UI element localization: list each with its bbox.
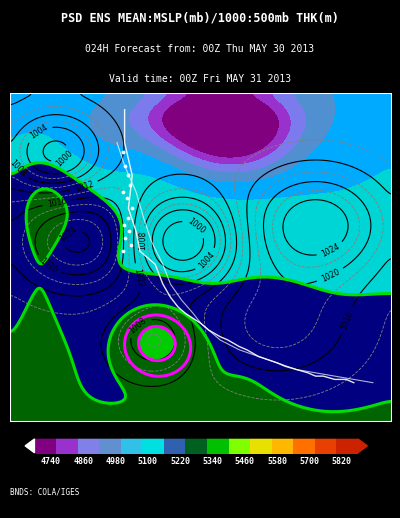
Text: 1004: 1004 <box>197 250 217 271</box>
Text: 1004: 1004 <box>28 123 49 141</box>
Point <box>127 181 134 190</box>
Point <box>121 221 127 229</box>
Text: Valid time: 00Z Fri MAY 31 2013: Valid time: 00Z Fri MAY 31 2013 <box>109 74 291 84</box>
Text: 5820: 5820 <box>332 457 352 466</box>
Text: 5220: 5220 <box>170 457 190 466</box>
Text: 5100: 5100 <box>138 457 158 466</box>
Text: 1000: 1000 <box>186 217 206 236</box>
Point <box>128 240 135 249</box>
FancyArrow shape <box>25 439 34 453</box>
Text: PSD ENS MEAN:MSLP(mb)/1000:500mb THK(m): PSD ENS MEAN:MSLP(mb)/1000:500mb THK(m) <box>61 11 339 24</box>
Bar <box>99 438 121 454</box>
Text: 1000: 1000 <box>54 149 75 168</box>
FancyArrow shape <box>358 439 367 453</box>
Bar <box>293 438 315 454</box>
Text: 1016: 1016 <box>47 196 67 209</box>
Point <box>123 194 130 203</box>
Text: 1008: 1008 <box>138 231 148 250</box>
Text: 1008: 1008 <box>7 158 27 178</box>
Bar <box>121 438 142 454</box>
Text: 1024: 1024 <box>58 224 79 243</box>
Point <box>120 148 126 156</box>
Bar <box>56 438 78 454</box>
Point <box>120 247 126 255</box>
Text: 5700: 5700 <box>300 457 320 466</box>
Text: 024H Forecast from: 00Z Thu MAY 30 2013: 024H Forecast from: 00Z Thu MAY 30 2013 <box>86 45 314 54</box>
Bar <box>78 438 99 454</box>
Point <box>122 234 128 242</box>
Point <box>129 204 136 212</box>
Bar <box>315 438 336 454</box>
Text: 1024: 1024 <box>320 242 341 259</box>
Point <box>120 188 126 196</box>
Point <box>122 162 128 170</box>
Text: 4980: 4980 <box>105 457 126 466</box>
Text: 4740: 4740 <box>41 457 61 466</box>
Bar <box>336 438 358 454</box>
Bar <box>250 438 272 454</box>
Text: 4860: 4860 <box>73 457 93 466</box>
Point <box>126 227 132 236</box>
Bar <box>34 438 56 454</box>
Bar <box>207 438 228 454</box>
Bar <box>164 438 186 454</box>
Text: 1020: 1020 <box>38 256 59 275</box>
Bar <box>272 438 293 454</box>
Bar <box>142 438 164 454</box>
Point <box>124 171 131 180</box>
Text: 5340: 5340 <box>202 457 222 466</box>
Bar <box>34 438 358 454</box>
Text: 5580: 5580 <box>267 457 287 466</box>
Text: 1012: 1012 <box>74 179 95 194</box>
Bar <box>228 438 250 454</box>
Text: 1012: 1012 <box>132 267 144 288</box>
Text: 1008: 1008 <box>128 316 148 336</box>
Bar <box>186 438 207 454</box>
Point <box>125 214 132 222</box>
Text: BNDS: COLA/IGES: BNDS: COLA/IGES <box>10 488 79 497</box>
Text: 5460: 5460 <box>235 457 255 466</box>
Text: 1020: 1020 <box>320 267 341 284</box>
Text: 1016: 1016 <box>340 309 355 330</box>
